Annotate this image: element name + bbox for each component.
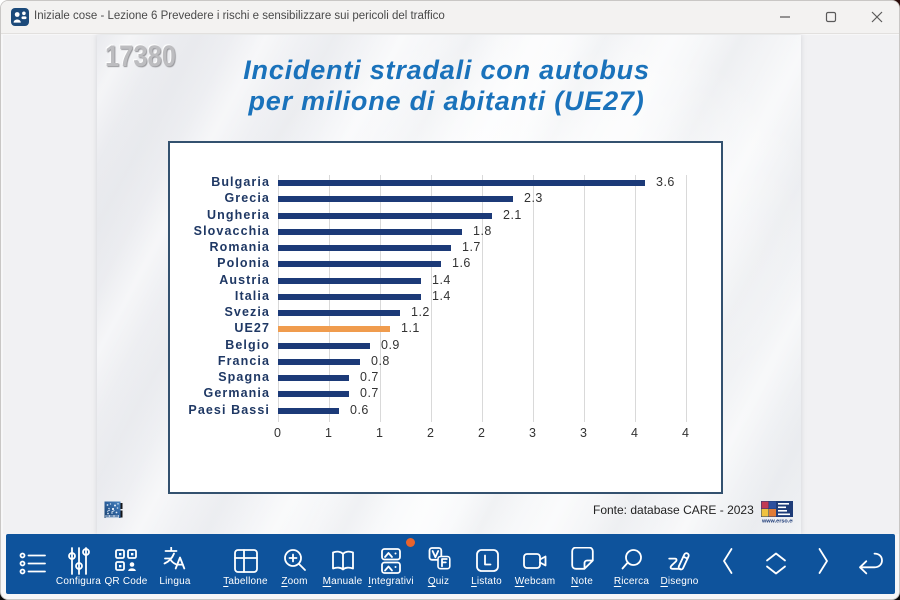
svg-text:www.erso.eu: www.erso.eu — [761, 519, 793, 524]
